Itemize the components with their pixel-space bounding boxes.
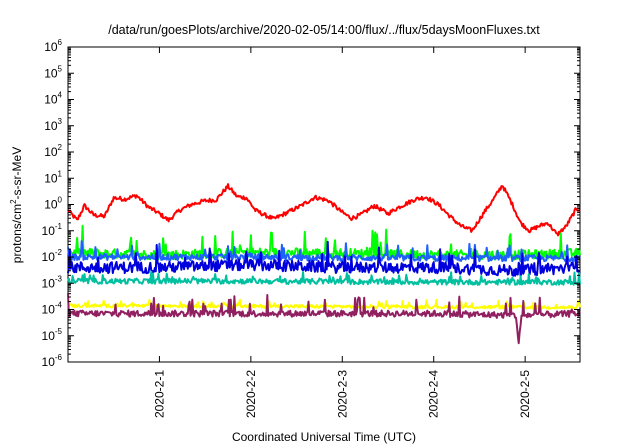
y-tick-label: 102 <box>44 143 62 159</box>
y-tick-exp: -5 <box>55 327 63 336</box>
y-axis-label-prefix: protons/cm <box>10 204 24 263</box>
y-tick-label: 104 <box>44 91 62 107</box>
y-tick-label: 10-6 <box>42 353 63 369</box>
y-axis-label-sup: 2 <box>9 199 18 204</box>
y-tick-base: 10 <box>44 93 58 107</box>
y-tick-base: 10 <box>44 145 58 159</box>
x-ticks: 2020-2-1 2020-2-2 2020-2-3 2020-2-4 2020-2-5 <box>152 47 532 418</box>
y-tick-label: 101 <box>44 169 62 185</box>
x-tick-label: 2020-2-1 <box>152 370 166 418</box>
series-line-6 <box>67 293 581 345</box>
x-axis-label: Coordinated Universal Time (UTC) <box>232 430 416 444</box>
y-tick-label: 10-1 <box>42 222 63 238</box>
y-tick-exp: 0 <box>58 196 63 205</box>
y-tick-exp: 1 <box>58 169 63 178</box>
y-tick-base: 10 <box>42 303 56 317</box>
chart-title: /data/run/goesPlots/archive/2020-02-05/1… <box>108 23 540 37</box>
y-tick-exp: -6 <box>55 353 63 362</box>
y-tick-exp: -1 <box>55 222 63 231</box>
x-tick-label: 2020-2-5 <box>518 370 532 418</box>
y-tick-exp: 3 <box>58 117 63 126</box>
y-tick-base: 10 <box>44 119 58 133</box>
plot-area: 10-610-510-410-310-210-11001011021031041… <box>42 38 581 418</box>
series-layer <box>67 183 581 345</box>
y-tick-label: 10-5 <box>42 327 63 343</box>
y-ticks: 10-610-510-410-310-210-11001011021031041… <box>42 38 580 369</box>
y-tick-base: 10 <box>42 224 56 238</box>
y-axis-label-suffix: -s-sr-MeV <box>10 147 24 200</box>
y-tick-exp: 4 <box>58 91 63 100</box>
y-tick-label: 100 <box>44 196 62 212</box>
y-tick-base: 10 <box>44 198 58 212</box>
series-line-0 <box>67 183 581 237</box>
y-tick-exp: -3 <box>55 274 63 283</box>
y-tick-exp: 2 <box>58 143 63 152</box>
y-tick-base: 10 <box>42 355 56 369</box>
y-axis-label: protons/cm2-s-sr-MeV <box>9 147 24 263</box>
y-tick-exp: -2 <box>55 248 63 257</box>
series-line-3 <box>67 240 581 278</box>
y-tick-label: 10-3 <box>42 274 63 290</box>
x-tick-label: 2020-2-2 <box>244 370 258 418</box>
y-tick-base: 10 <box>42 276 56 290</box>
x-tick-label: 2020-2-4 <box>427 370 441 418</box>
y-tick-exp: 6 <box>58 38 63 47</box>
y-tick-label: 106 <box>44 38 62 54</box>
y-tick-exp: -4 <box>55 301 63 310</box>
series-line-4 <box>67 270 581 286</box>
x-tick-label: 2020-2-3 <box>335 370 349 418</box>
y-tick-exp: 5 <box>58 64 63 73</box>
y-tick-base: 10 <box>42 329 56 343</box>
y-tick-base: 10 <box>44 171 58 185</box>
y-tick-label: 10-2 <box>42 248 63 264</box>
y-tick-label: 105 <box>44 64 62 80</box>
y-tick-base: 10 <box>42 250 56 264</box>
y-tick-label: 103 <box>44 117 62 133</box>
y-tick-base: 10 <box>44 40 58 54</box>
y-tick-label: 10-4 <box>42 301 63 317</box>
series-line-2 <box>67 240 581 263</box>
y-tick-base: 10 <box>44 66 58 80</box>
